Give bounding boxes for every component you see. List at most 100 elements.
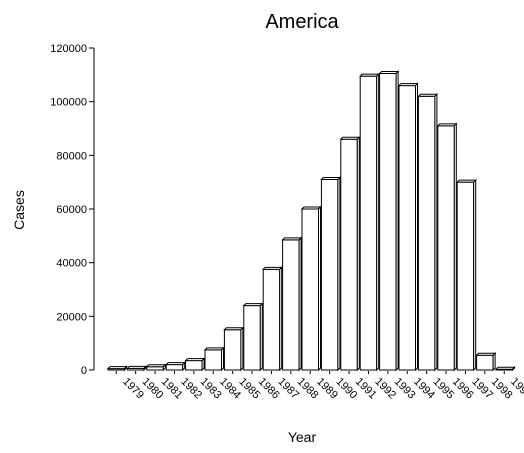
- x-tick-label: 1995: [431, 376, 457, 402]
- x-tick-label: 1984: [217, 376, 243, 402]
- bar-side-face: [201, 357, 205, 372]
- bar-top-face: [339, 136, 361, 140]
- bar-top-face: [261, 266, 283, 270]
- bar-face: [243, 305, 261, 371]
- x-tick-label: 1998: [489, 376, 515, 402]
- bar-top-face: [223, 327, 245, 331]
- bar-top-face: [417, 93, 439, 97]
- x-tick-label: 1979: [120, 376, 146, 402]
- x-tick-label: 1982: [178, 376, 204, 402]
- bar-side-face: [337, 176, 341, 372]
- x-tick-label: 1997: [469, 376, 495, 402]
- bar-face: [340, 138, 358, 371]
- y-axis-label: Cases: [11, 190, 27, 230]
- x-tick-label: 1987: [275, 376, 301, 402]
- bar-face: [456, 181, 475, 371]
- bar-side-face: [512, 365, 515, 372]
- bar: [455, 178, 477, 372]
- x-tick-label: 1992: [372, 376, 398, 402]
- bar: [281, 236, 303, 372]
- x-tick-label: 1985: [237, 376, 263, 402]
- bar: [261, 266, 283, 372]
- bar-top-face: [106, 366, 128, 370]
- bar: [300, 205, 322, 372]
- bar: [475, 352, 497, 372]
- bar-side-face: [376, 72, 380, 372]
- chart-title: America: [265, 11, 339, 33]
- y-tick-label: 40000: [56, 258, 87, 270]
- bar-top-face: [358, 73, 380, 77]
- bar-top-face: [300, 206, 322, 210]
- bar-face: [223, 329, 242, 371]
- bar-face: [359, 75, 378, 371]
- bar: [436, 122, 458, 372]
- bar-face: [320, 178, 339, 371]
- bar-top-face: [242, 303, 264, 307]
- bar-top-face: [184, 358, 206, 362]
- bar-side-face: [415, 82, 418, 372]
- bar: [358, 72, 380, 372]
- bar-top-face: [436, 123, 458, 127]
- y-tick-label: 80000: [56, 150, 87, 162]
- x-tick-label: 1986: [256, 376, 282, 402]
- x-axis-label: Year: [288, 429, 317, 445]
- bar-top-face: [145, 364, 167, 368]
- bar: [203, 346, 225, 372]
- bar: [164, 361, 186, 372]
- bars: [106, 70, 516, 372]
- bar-side-face: [162, 363, 166, 372]
- x-tick-label: 1981: [159, 376, 185, 402]
- bar: [494, 365, 516, 372]
- x-tick-label: 1994: [411, 376, 437, 402]
- bar-side-face: [240, 326, 244, 372]
- bar-top-face: [164, 362, 186, 366]
- bar: [378, 70, 400, 372]
- bar-side-face: [356, 136, 360, 372]
- bar: [397, 82, 419, 372]
- bar: [223, 326, 245, 372]
- x-tick-label: 1996: [450, 376, 476, 402]
- bar-side-face: [473, 178, 477, 372]
- bar-face: [437, 125, 455, 371]
- y-tick-label: 20000: [56, 311, 87, 323]
- bar-face: [417, 95, 436, 371]
- bar-side-face: [395, 70, 399, 372]
- bar: [242, 302, 264, 372]
- bar-side-face: [279, 266, 283, 372]
- bar-side-face: [143, 365, 147, 372]
- bar-side-face: [259, 302, 263, 372]
- bar-side-face: [453, 122, 457, 372]
- bar-face: [165, 364, 184, 371]
- x-axis-ticks: 1979198019811982198319841985198619871988…: [115, 371, 524, 402]
- bar: [417, 93, 439, 372]
- bar-face: [204, 349, 222, 371]
- y-tick-label: 0: [81, 365, 87, 377]
- bar-side-face: [182, 361, 186, 372]
- bar-face: [476, 354, 494, 371]
- y-tick-label: 60000: [56, 204, 87, 216]
- bar: [339, 136, 361, 372]
- bar-face: [398, 85, 416, 371]
- bar-top-face: [455, 179, 477, 183]
- x-tick-label: 1983: [198, 376, 224, 402]
- x-tick-label: 1988: [295, 376, 321, 402]
- bar: [184, 357, 206, 372]
- bar-face: [301, 208, 319, 371]
- bar-top-face: [475, 352, 497, 356]
- x-tick-label: 1993: [392, 376, 418, 402]
- bar: [106, 365, 128, 372]
- x-tick-label: 1989: [314, 376, 340, 402]
- bar: [320, 176, 342, 372]
- x-tick-label: 1980: [140, 376, 166, 402]
- bar: [126, 365, 148, 372]
- bar-side-face: [124, 365, 127, 372]
- bar-side-face: [298, 236, 302, 372]
- bar: [145, 363, 167, 372]
- bar-top-face: [320, 176, 342, 180]
- bar-face: [185, 360, 203, 371]
- bar-face: [282, 239, 300, 371]
- bar-side-face: [318, 205, 321, 372]
- x-tick-label: 1990: [334, 376, 360, 402]
- bar-face: [262, 268, 281, 371]
